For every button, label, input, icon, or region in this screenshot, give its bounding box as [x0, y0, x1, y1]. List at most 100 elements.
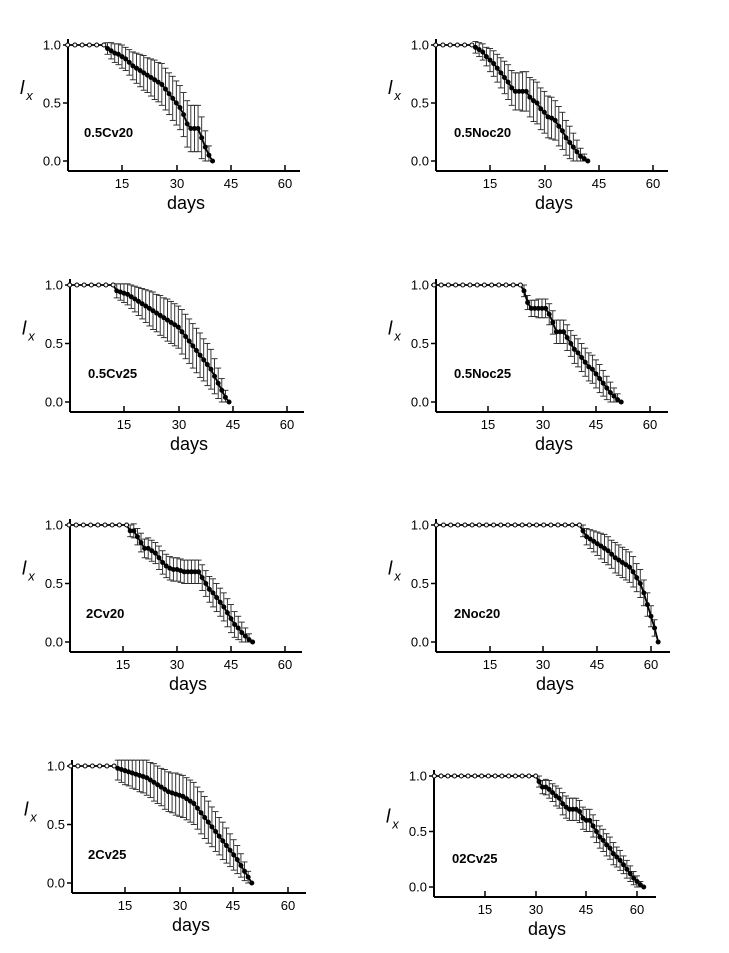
x-tick-label: 45 [589, 417, 603, 432]
data-point [447, 42, 453, 48]
data-point [561, 329, 567, 335]
data-point [177, 105, 183, 111]
data-point [538, 106, 544, 112]
data-point [655, 639, 661, 645]
data-point [199, 135, 205, 141]
data-point [159, 81, 165, 87]
data-point [146, 305, 152, 311]
data-point [485, 773, 491, 779]
x-tick-label: 30 [536, 657, 550, 672]
x-tick-label: 15 [116, 657, 130, 672]
data-point [609, 551, 615, 557]
data-point [202, 814, 208, 820]
y-tick-label: 0.5 [411, 576, 429, 591]
y-axis-title-subscript: x [27, 569, 35, 584]
data-point [483, 522, 489, 528]
data-point [75, 763, 81, 769]
data-point [208, 366, 214, 372]
data-point [149, 548, 155, 554]
data-point [250, 639, 256, 645]
series-line [436, 524, 660, 643]
x-tick-label: 30 [529, 902, 543, 917]
chart-panel-2Noc20: 0.0 0.5 1.0 15 30 45 60 days l x 2Noc20 [388, 518, 670, 694]
data-point [546, 311, 552, 317]
data-point [86, 42, 92, 48]
data-point [202, 144, 208, 150]
x-tick-label: 30 [170, 657, 184, 672]
data-point [89, 763, 95, 769]
data-point [526, 773, 532, 779]
chart-panel-0.5Cv20: 0.0 0.5 1.0 15 30 45 60 days l x 0.5Cv20 [20, 38, 300, 213]
y-tick-label: 0.0 [45, 395, 63, 410]
data-point [133, 65, 139, 71]
y-tick-label: 0.5 [409, 824, 427, 839]
data-point [591, 538, 597, 544]
data-point [132, 296, 138, 302]
data-point [614, 854, 620, 860]
panel-label: 0.5Cv20 [84, 125, 133, 140]
x-axis-title: days [535, 193, 573, 213]
data-point [134, 534, 140, 540]
data-point [483, 54, 489, 60]
data-point [249, 880, 255, 886]
data-point [536, 779, 542, 785]
data-point [196, 569, 202, 575]
data-point [433, 522, 439, 528]
data-point [162, 786, 168, 792]
data-point [221, 604, 227, 610]
data-point [555, 522, 561, 528]
data-point [496, 282, 502, 288]
data-point [605, 548, 611, 554]
data-point [567, 139, 573, 145]
data-point [479, 773, 485, 779]
data-point [440, 522, 446, 528]
data-point [223, 843, 229, 849]
data-point [227, 847, 233, 853]
data-point [195, 126, 201, 132]
data-point [571, 346, 577, 352]
data-point [634, 878, 640, 884]
data-point [533, 773, 539, 779]
data-point [155, 79, 161, 85]
data-point [187, 798, 193, 804]
x-axis-title: days [535, 434, 573, 454]
data-point [148, 74, 154, 80]
data-point [634, 575, 640, 581]
data-point [235, 625, 241, 631]
data-point [226, 399, 232, 405]
data-point [67, 282, 73, 288]
data-point [184, 121, 190, 127]
x-tick-label: 45 [224, 176, 238, 191]
data-point [593, 371, 599, 377]
data-point [556, 795, 562, 801]
data-point [600, 837, 606, 843]
data-point [563, 135, 569, 141]
data-point [231, 852, 237, 858]
data-point [492, 773, 498, 779]
data-point [624, 866, 630, 872]
data-point [186, 338, 192, 344]
data-point [116, 522, 122, 528]
data-point [191, 800, 197, 806]
data-point [455, 522, 461, 528]
data-point [123, 56, 129, 62]
data-point [553, 793, 559, 799]
data-point [587, 536, 593, 542]
data-point [163, 563, 169, 569]
data-point [521, 288, 527, 294]
data-point [505, 522, 511, 528]
data-point [580, 528, 586, 534]
data-point [499, 773, 505, 779]
y-tick-label: 1.0 [45, 518, 63, 533]
data-point [586, 364, 592, 370]
data-point [184, 796, 190, 802]
y-tick-label: 0.5 [47, 817, 65, 832]
data-point [637, 882, 643, 888]
data-point [519, 522, 525, 528]
y-tick-label: 0.5 [43, 96, 61, 111]
data-point [546, 786, 552, 792]
data-point [88, 282, 94, 288]
data-point [145, 545, 151, 551]
